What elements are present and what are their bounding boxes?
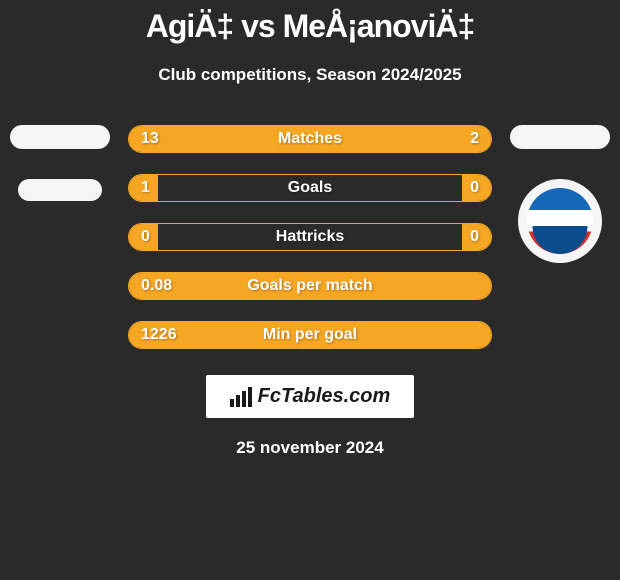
page-title: AgiÄ‡ vs MeÅ¡anoviÄ‡ — [0, 0, 620, 45]
stat-label: Goals per match — [247, 277, 372, 295]
stats-bars: 13 2 Matches 1 0 Goals 0 0 Hattricks 0.08 Goals pe… — [128, 125, 492, 349]
stat-bar: 1226 Min per goal — [128, 321, 492, 349]
stat-right-value: 0 — [470, 228, 479, 246]
stat-left-value: 0.08 — [141, 277, 172, 295]
stat-bar: 0 0 Hattricks — [128, 223, 492, 251]
stat-label: Matches — [278, 130, 342, 148]
right-club-badge — [518, 179, 602, 263]
stat-label: Goals — [288, 179, 332, 197]
footer-date: 25 november 2024 — [0, 438, 620, 458]
footer: FcTables.com 25 november 2024 — [0, 375, 620, 458]
stats-content: 13 2 Matches 1 0 Goals 0 0 Hattricks 0.08 Goals pe… — [0, 125, 620, 349]
right-team-column — [510, 125, 610, 263]
left-team-column — [10, 125, 110, 201]
stat-right-value: 2 — [470, 130, 479, 148]
stat-left-value: 0 — [141, 228, 150, 246]
stat-bar: 1 0 Goals — [128, 174, 492, 202]
fctables-logo: FcTables.com — [206, 375, 415, 418]
left-team-flag — [10, 125, 110, 149]
left-country-flag — [18, 179, 102, 201]
stat-bar: 0.08 Goals per match — [128, 272, 492, 300]
stat-label: Min per goal — [263, 326, 357, 344]
stat-label: Hattricks — [276, 228, 344, 246]
stat-left-value: 1226 — [141, 326, 177, 344]
stat-left-value: 13 — [141, 130, 159, 148]
stat-bar: 13 2 Matches — [128, 125, 492, 153]
stat-right-value: 0 — [470, 179, 479, 197]
right-team-flag — [510, 125, 610, 149]
bars-icon — [230, 387, 252, 407]
brand-text: FcTables.com — [258, 385, 391, 408]
page-subtitle: Club competitions, Season 2024/2025 — [0, 65, 620, 85]
stat-left-value: 1 — [141, 179, 150, 197]
